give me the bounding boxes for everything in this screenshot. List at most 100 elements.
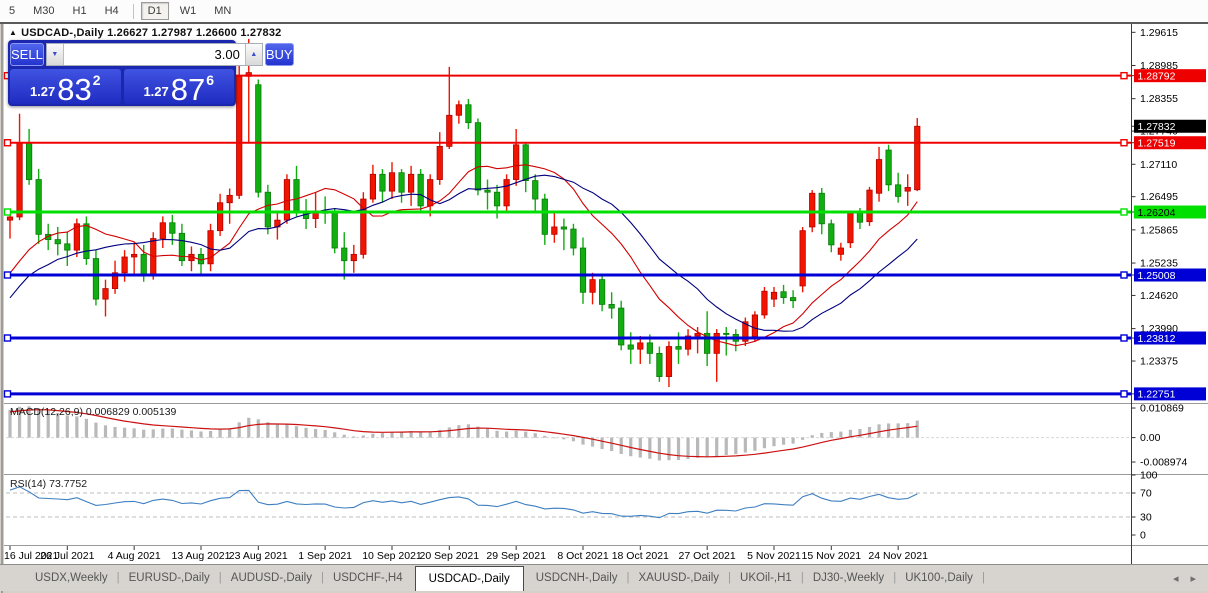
candle-body — [255, 84, 262, 193]
tab-separator: | — [218, 572, 222, 584]
timeframe-button-d1[interactable]: D1 — [140, 2, 169, 20]
macd-histogram-bar — [810, 435, 814, 438]
macd-histogram-bar — [648, 437, 652, 459]
macd-histogram-bar — [743, 437, 747, 453]
tab-scroll-arrows: ◂ ▸ — [1173, 572, 1196, 585]
level-handle-right[interactable] — [1120, 139, 1128, 147]
macd-histogram-bar — [801, 437, 805, 440]
level-handle-left[interactable] — [3, 390, 12, 398]
macd-histogram-bar — [37, 408, 41, 438]
tab-usdchf-h4[interactable]: USDCHF-,H4 — [332, 572, 403, 584]
level-handle-left[interactable] — [3, 208, 12, 216]
macd-histogram-bar — [867, 426, 872, 438]
candle-body — [589, 279, 596, 293]
tab-xauusd-daily[interactable]: XAUUSD-,Daily — [638, 572, 720, 584]
tab-ukoil-h1[interactable]: UKOil-,H1 — [740, 572, 792, 584]
level-handle-right[interactable] — [1120, 334, 1128, 342]
level-price-badge — [1134, 205, 1206, 219]
candle-body — [599, 279, 606, 305]
tab-scroll-left-icon[interactable]: ◂ — [1172, 572, 1179, 585]
level-handle-right[interactable] — [1120, 390, 1128, 398]
tab-eurusd-daily[interactable]: EURUSD-,Daily — [128, 572, 210, 584]
level-handle-right[interactable] — [1120, 271, 1128, 279]
candle-body — [904, 187, 911, 192]
level-handle-left[interactable] — [3, 271, 12, 279]
macd-histogram-bar — [27, 406, 31, 438]
tab-audusd-daily[interactable]: AUDUSD-,Daily — [230, 572, 312, 584]
timeframe-button-h1[interactable]: H1 — [72, 5, 87, 17]
tab-dj30-weekly[interactable]: DJ30-,Weekly — [812, 572, 885, 584]
level-handle-left[interactable] — [3, 139, 12, 147]
macd-histogram-bar — [896, 423, 900, 438]
candle-body — [25, 142, 33, 180]
sell-button[interactable]: SELL — [10, 43, 44, 66]
tab-usdcad-daily[interactable]: USDCAD-,Daily — [414, 566, 524, 591]
candle-body — [92, 258, 100, 300]
timeframe-button-h4[interactable]: H4 — [104, 5, 119, 17]
macd-histogram-bar — [772, 437, 776, 447]
level-handle-left[interactable] — [3, 334, 12, 342]
tab-usdx-weekly[interactable]: USDX,Weekly — [35, 572, 108, 584]
candle-body — [455, 104, 462, 116]
macd-histogram-bar — [113, 426, 117, 438]
macd-histogram-bar — [438, 429, 442, 438]
macd-histogram-bar — [505, 431, 509, 438]
candle-body — [627, 344, 634, 350]
buy-price-big: 87 — [170, 72, 206, 107]
candle-body — [417, 173, 424, 207]
date-tick-label: 16 Jul 2021 — [4, 550, 58, 562]
volume-decrease-button[interactable]: ▼ — [46, 44, 64, 65]
candle-body — [637, 342, 644, 350]
date-tick-label: 4 Aug 2021 — [108, 550, 161, 562]
current-price-badge-label: 1.27832 — [1138, 121, 1176, 133]
macd-histogram-bar — [762, 437, 767, 449]
level-price-badge — [1134, 136, 1206, 150]
timeframe-button-m30[interactable]: M30 — [33, 5, 55, 17]
timeframe-button-5[interactable]: 5 — [9, 5, 16, 17]
volume-input[interactable] — [63, 44, 245, 65]
macd-histogram-bar — [848, 429, 852, 438]
candle-body — [83, 223, 90, 259]
macd-histogram-bar — [485, 428, 490, 438]
price-tick-label: 1.23375 — [1140, 356, 1178, 368]
tab-usdcnh-daily[interactable]: USDCNH-,Daily — [535, 572, 618, 584]
sell-price-button[interactable]: 1.27 83 2 — [10, 69, 121, 107]
candle-body — [398, 172, 405, 193]
timeframe-button-w1[interactable]: W1 — [179, 5, 197, 17]
macd-indicator-label: MACD(12,26,9) 0.006829 0.005139 — [10, 406, 176, 418]
candle-body — [226, 194, 233, 204]
candle-body — [751, 314, 759, 337]
buy-price-button[interactable]: 1.27 87 6 — [123, 69, 234, 107]
macd-histogram-bar — [906, 423, 910, 438]
level-price-badge-label: 1.28792 — [1138, 70, 1176, 82]
collapse-triangle-icon[interactable]: ▲ — [9, 28, 18, 37]
candle-body — [646, 342, 653, 354]
volume-increase-button[interactable]: ▲ — [244, 44, 262, 65]
candle-body — [780, 291, 787, 298]
level-handle-right[interactable] — [1120, 208, 1128, 216]
macd-histogram-bar — [132, 428, 136, 438]
tab-uk100-daily[interactable]: UK100-,Daily — [905, 572, 973, 584]
macd-histogram-bar — [237, 422, 241, 438]
tab-separator: | — [116, 572, 120, 584]
date-tick-label: 27 Oct 2021 — [679, 550, 736, 562]
candle-body — [570, 228, 577, 249]
level-handle-right[interactable] — [1120, 71, 1128, 80]
macd-histogram-bar — [294, 426, 299, 438]
buy-button[interactable]: BUY — [264, 43, 294, 66]
tab-scroll-right-icon[interactable]: ▸ — [1190, 572, 1196, 585]
sell-price-big: 83 — [57, 72, 92, 107]
macd-histogram-bar — [562, 437, 566, 440]
candle-body — [388, 172, 396, 192]
macd-histogram-bar — [371, 433, 375, 438]
macd-histogram-bar — [352, 436, 356, 438]
macd-histogram-bar — [571, 437, 576, 442]
macd-histogram-bar — [361, 435, 365, 438]
macd-histogram-bar — [228, 428, 232, 438]
date-tick-label: 29 Sep 2021 — [486, 550, 546, 562]
macd-histogram-bar — [94, 422, 98, 438]
candle-body — [121, 256, 128, 274]
timeframe-button-mn[interactable]: MN — [214, 5, 232, 17]
rsi-line — [9, 486, 918, 519]
